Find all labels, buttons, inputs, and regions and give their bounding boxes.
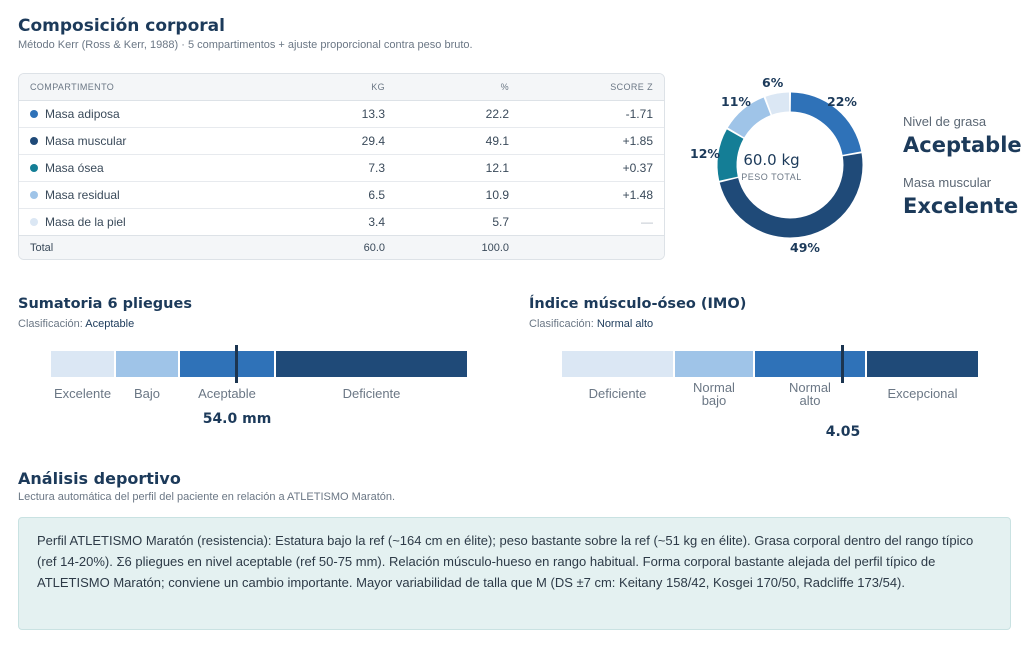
total-kg: 60.0 [269,234,385,259]
row-name: Masa adiposa [45,106,120,121]
donut-slice-4 [765,92,790,115]
scale-label: Excepcional [887,386,958,401]
donut-label-muscle: 49% [790,240,820,255]
row-z: +1.48 [509,181,664,209]
muscle-mass-caption: Masa muscular [903,175,992,190]
row-kg: 3.4 [368,214,385,229]
row-kg: 6.5 [269,181,385,209]
row-z: +0.37 [509,154,664,182]
col-header-compartment: COMPARTIMENTO [19,74,269,101]
donut-slice-2 [717,129,744,181]
legend-dot-icon [30,136,38,145]
col-header-pct: % [385,74,509,101]
donut-center-value: 60.0 kg [743,151,800,169]
row-kg: 29.4 [269,127,385,155]
class-value: Normal alto [596,318,654,330]
scale-segment-excelente [51,351,114,377]
skinfolds-title: Sumatoria 6 pliegues [18,296,192,312]
composition-table: COMPARTIMENTO KG % SCORE Z Masa adiposa … [18,73,665,260]
donut-slice-3 [727,97,771,138]
composition-title: Composición corporal [18,16,225,36]
donut-label-bone: 12% [690,146,720,161]
donut-slice-0 [790,92,862,156]
legend-dot-icon [30,163,38,172]
table-row: Masa de la piel 3.4 5.7 — [19,208,664,235]
donut-slice-1 [719,153,863,238]
row-name: Masa de la piel [45,214,126,229]
sports-analysis-subtitle: Lectura automática del perfil del pacien… [18,491,396,503]
composition-subtitle: Método Kerr (Ross & Kerr, 1988) · 5 comp… [18,39,473,51]
skinfolds-marker [235,345,238,383]
skinfolds-classification: Clasificación: Aceptable [18,318,134,330]
scale-label: Aceptable [198,386,256,401]
row-name: Masa ósea [45,160,104,175]
row-z: -1.71 [509,100,664,128]
fat-level-value: Aceptable [903,133,1022,157]
table-total-row: Total 60.0 100.0 [19,234,664,259]
scale-segment-deficiente [276,351,467,377]
class-prefix: Clasificación: [529,318,594,330]
scale-segment-deficiente [562,351,673,377]
scale-label: Deficiente [342,386,401,401]
col-header-zscore: SCORE Z [509,74,664,101]
legend-dot-icon [30,109,38,118]
scale-segment-excepcional [867,351,978,377]
legend-dot-icon [30,217,38,226]
sports-analysis-title: Análisis deportivo [18,469,181,488]
row-z: — [641,214,653,229]
row-name: Masa muscular [45,133,127,148]
scale-segment-bajo [116,351,178,377]
row-pct: 49.1 [385,127,509,155]
donut-label-adipose: 22% [827,94,857,109]
imo-classification: Clasificación: Normal alto [529,318,653,330]
class-value: Aceptable [85,318,135,330]
table-row: Masa adiposa 13.3 22.2 -1.71 [19,100,664,128]
scale-label: Excelente [53,386,112,401]
table-row: Masa muscular 29.4 49.1 +1.85 [19,127,664,155]
row-pct: 5.7 [492,214,509,229]
total-label: Total [19,234,269,259]
row-pct: 22.2 [385,100,509,128]
scale-label: Normal bajo [693,380,735,408]
composition-donut-chart [717,92,863,238]
row-kg: 13.3 [269,100,385,128]
sports-analysis-text: Perfil ATLETISMO Maratón (resistencia): … [18,517,1011,630]
muscle-mass-value: Excelente [903,194,1019,218]
legend-dot-icon [30,190,38,199]
donut-center-caption: PESO TOTAL [741,172,802,182]
donut-label-skin: 6% [762,75,784,90]
scale-label: Deficiente [588,386,647,401]
scale-segment-aceptable [180,351,274,377]
row-kg: 7.3 [269,154,385,182]
row-pct: 10.9 [385,181,509,209]
imo-reading: 4.05 [825,424,861,440]
fat-level-caption: Nivel de grasa [903,114,987,129]
imo-marker [841,345,844,383]
class-prefix: Clasificación: [18,318,83,330]
table-header-row: COMPARTIMENTO KG % SCORE Z [19,74,664,101]
col-header-kg: KG [269,74,385,101]
scale-label: Bajo [133,386,161,401]
scale-segment-normal-bajo [675,351,753,377]
donut-label-residual: 11% [721,94,751,109]
scale-label: Normal alto [789,380,831,408]
skinfolds-reading: 54.0 mm [202,411,272,427]
table-row: Masa ósea 7.3 12.1 +0.37 [19,154,664,182]
imo-title: Índice músculo-óseo (IMO) [529,296,747,312]
total-pct: 100.0 [385,234,509,259]
row-pct: 12.1 [385,154,509,182]
table-row: Masa residual 6.5 10.9 +1.48 [19,181,664,209]
row-z: +1.85 [509,127,664,155]
scale-segment-normal-alto [755,351,865,377]
row-name: Masa residual [45,187,120,202]
